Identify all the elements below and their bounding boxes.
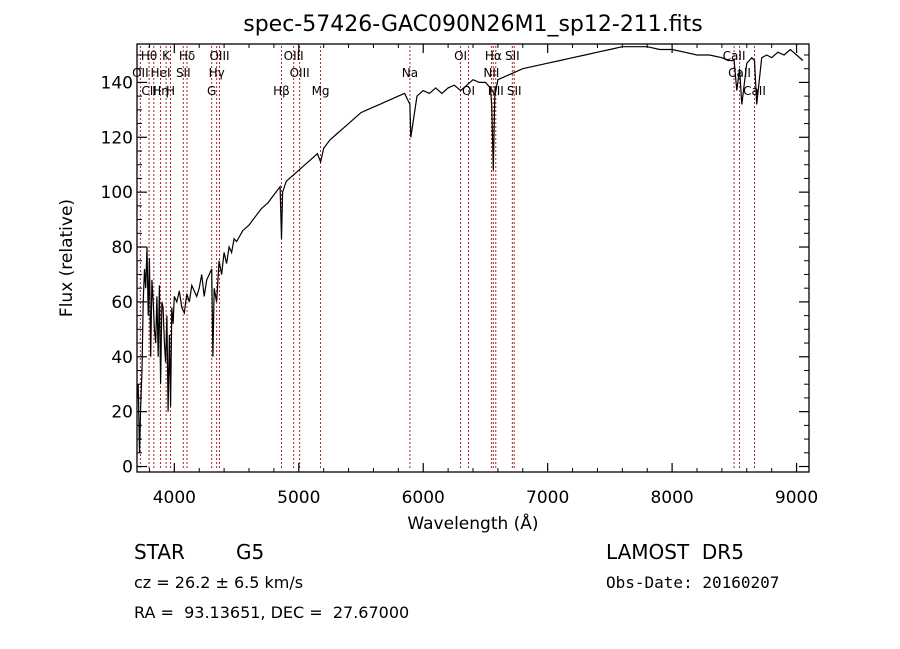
line-label: K: [162, 49, 171, 63]
y-tick-label: 140: [101, 73, 133, 93]
line-label: Hη: [152, 84, 169, 98]
line-label: SII: [176, 66, 191, 80]
line-label: Hθ: [141, 49, 157, 63]
plot-frame: [136, 43, 810, 473]
x-tick-label: 7000: [526, 488, 569, 508]
line-label: CaII: [743, 84, 766, 98]
y-tick-label: 0: [122, 458, 133, 478]
line-label: OIII: [284, 49, 304, 63]
line-label: G: [207, 84, 216, 98]
line-label: OI: [462, 84, 475, 98]
x-tick-label: 8000: [650, 488, 693, 508]
object-class: STAR: [134, 540, 185, 564]
line-label: NII: [483, 66, 499, 80]
y-tick-label: 80: [111, 238, 133, 258]
spectral-line-labels: OIIHθCIIHeIHηKHSIIHδGHγOIIIHβOIIIOIIIMgN…: [132, 49, 766, 98]
line-label: Hβ: [273, 84, 290, 98]
line-label: Hδ: [179, 49, 195, 63]
y-axis-label: Flux (relative): [57, 199, 77, 317]
coordinates: RA = 93.13651, DEC = 27.67000: [134, 603, 410, 622]
line-label: OIII: [209, 49, 229, 63]
line-label: Mg: [312, 84, 330, 98]
line-label: SII: [507, 84, 522, 98]
y-tick-label: 40: [111, 348, 133, 368]
y-tick-label: 120: [101, 128, 133, 148]
x-axis-ticks: 4000 5000 6000 7000 8000 9000: [148, 44, 818, 508]
x-tick-label: 9000: [775, 488, 818, 508]
survey-name: LAMOST DR5: [606, 540, 744, 564]
x-tick-label: 4000: [153, 488, 196, 508]
x-tick-label: 6000: [402, 488, 445, 508]
redshift-cz: cz = 26.2 ± 6.5 km/s: [134, 573, 304, 592]
line-label: H: [166, 84, 175, 98]
line-label: HeI: [151, 66, 171, 80]
spectral-line-markers: [139, 46, 755, 470]
x-axis-label: Wavelength (Å): [407, 512, 538, 534]
line-label: CII: [141, 84, 156, 98]
line-label: Hγ: [209, 66, 225, 80]
y-axis-ticks: 0 20 40 60 80 100 120 140: [101, 54, 809, 478]
line-label: OII: [132, 66, 149, 80]
line-label: SII: [505, 49, 520, 63]
line-label: OIII: [290, 66, 310, 80]
line-label: Na: [402, 66, 418, 80]
spectrum-line: [136, 46, 804, 453]
line-label: CaII: [723, 49, 746, 63]
y-tick-label: 100: [101, 183, 133, 203]
line-label: Hα: [485, 49, 502, 63]
y-tick-label: 20: [111, 403, 133, 423]
line-label: OI: [454, 49, 467, 63]
y-tick-label: 60: [111, 293, 133, 313]
x-tick-label: 5000: [277, 488, 320, 508]
object-subclass: G5: [236, 540, 265, 564]
observation-date: Obs-Date: 20160207: [606, 573, 780, 592]
chart-title: spec-57426-GAC090N26M1_sp12-211.fits: [243, 12, 703, 37]
